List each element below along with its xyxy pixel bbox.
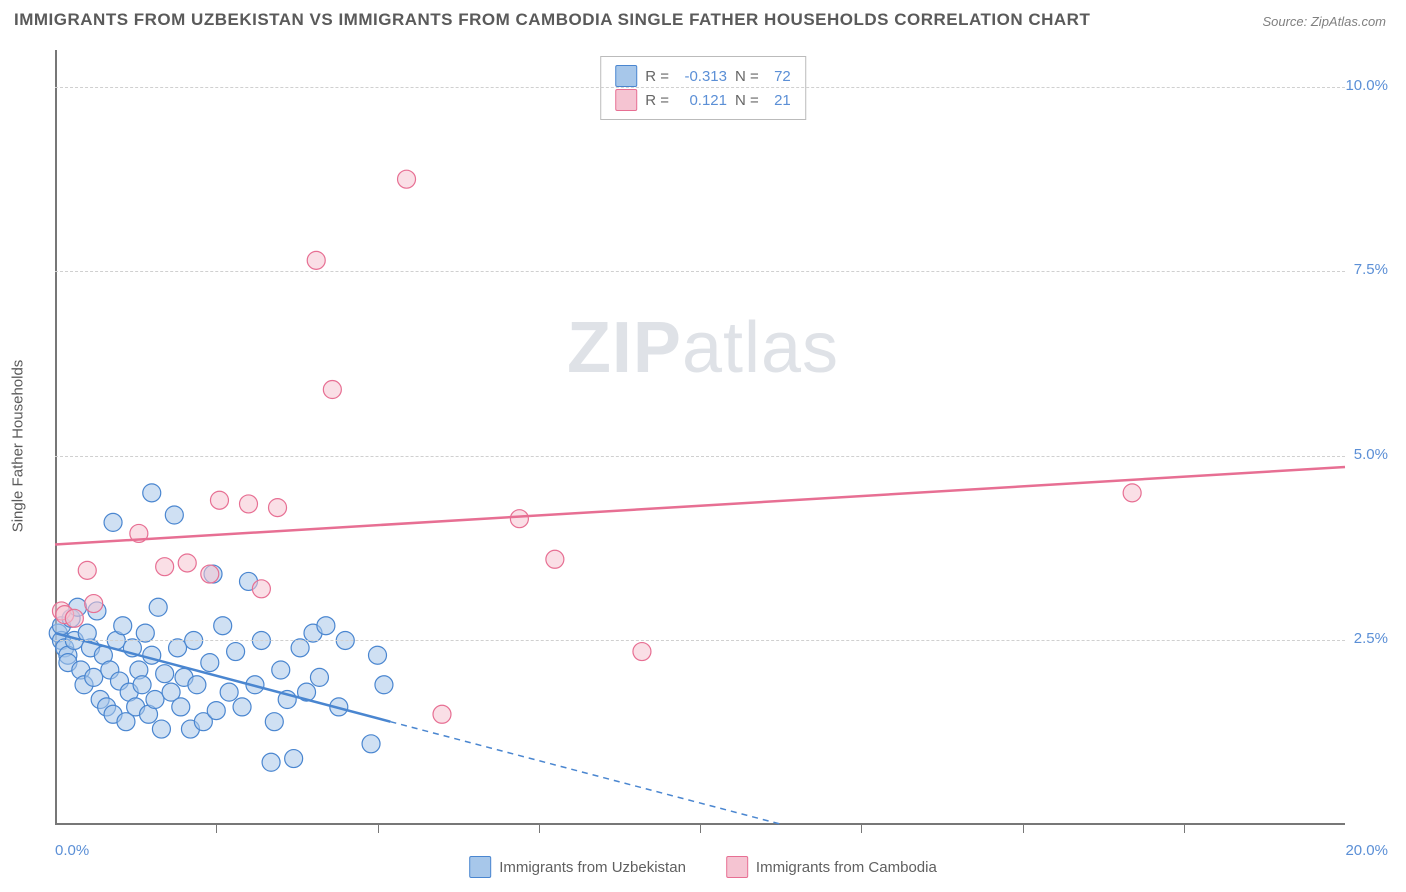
y-tick-label: 7.5% bbox=[1354, 261, 1388, 278]
r-value-uzbekistan: -0.313 bbox=[677, 68, 727, 85]
scatter-point bbox=[172, 698, 190, 716]
x-tick bbox=[216, 825, 217, 833]
x-tick bbox=[1023, 825, 1024, 833]
scatter-point bbox=[114, 617, 132, 635]
grid-line bbox=[55, 640, 1345, 641]
scatter-point bbox=[227, 643, 245, 661]
scatter-point bbox=[323, 381, 341, 399]
scatter-point bbox=[252, 580, 270, 598]
scatter-point bbox=[285, 750, 303, 768]
scatter-point bbox=[169, 639, 187, 657]
scatter-point bbox=[272, 661, 290, 679]
trend-line-uzbekistan-dashed bbox=[390, 722, 783, 825]
swatch-cambodia-bottom bbox=[726, 856, 748, 878]
scatter-point bbox=[433, 705, 451, 723]
scatter-point bbox=[78, 561, 96, 579]
scatter-point bbox=[310, 668, 328, 686]
scatter-point bbox=[317, 617, 335, 635]
scatter-point bbox=[214, 617, 232, 635]
scatter-point bbox=[510, 510, 528, 528]
scatter-point bbox=[85, 668, 103, 686]
n-label: N = bbox=[735, 68, 759, 85]
scatter-point bbox=[398, 170, 416, 188]
scatter-point bbox=[369, 646, 387, 664]
scatter-point bbox=[362, 735, 380, 753]
scatter-point bbox=[201, 654, 219, 672]
scatter-point bbox=[178, 554, 196, 572]
y-axis-label: Single Father Households bbox=[10, 360, 27, 533]
legend-row-cambodia: R = 0.121 N = 21 bbox=[615, 89, 791, 111]
x-tick bbox=[700, 825, 701, 833]
scatter-point bbox=[210, 491, 228, 509]
scatter-point bbox=[546, 550, 564, 568]
grid-line bbox=[55, 87, 1345, 88]
series-label-cambodia: Immigrants from Cambodia bbox=[756, 859, 937, 876]
x-tick bbox=[539, 825, 540, 833]
n-value-uzbekistan: 72 bbox=[767, 68, 791, 85]
series-label-uzbekistan: Immigrants from Uzbekistan bbox=[499, 859, 686, 876]
scatter-point bbox=[240, 495, 258, 513]
y-tick-label: 5.0% bbox=[1354, 446, 1388, 463]
scatter-point bbox=[133, 676, 151, 694]
scatter-point bbox=[220, 683, 238, 701]
x-tick bbox=[861, 825, 862, 833]
x-tick bbox=[1184, 825, 1185, 833]
scatter-point bbox=[291, 639, 309, 657]
scatter-point bbox=[146, 691, 164, 709]
scatter-point bbox=[136, 624, 154, 642]
scatter-point bbox=[65, 609, 83, 627]
swatch-uzbekistan-bottom bbox=[469, 856, 491, 878]
series-legend: Immigrants from Uzbekistan Immigrants fr… bbox=[469, 856, 937, 878]
r-value-cambodia: 0.121 bbox=[677, 92, 727, 109]
grid-line bbox=[55, 271, 1345, 272]
scatter-point bbox=[188, 676, 206, 694]
n-label: N = bbox=[735, 92, 759, 109]
chart-title: IMMIGRANTS FROM UZBEKISTAN VS IMMIGRANTS… bbox=[14, 10, 1090, 30]
y-tick-label: 2.5% bbox=[1354, 630, 1388, 647]
y-tick-label: 10.0% bbox=[1345, 77, 1388, 94]
x-tick-label-max: 20.0% bbox=[1345, 842, 1388, 859]
scatter-point bbox=[143, 484, 161, 502]
scatter-point bbox=[269, 499, 287, 517]
scatter-point bbox=[85, 595, 103, 613]
scatter-point bbox=[201, 565, 219, 583]
legend-row-uzbekistan: R = -0.313 N = 72 bbox=[615, 65, 791, 87]
legend-item-uzbekistan: Immigrants from Uzbekistan bbox=[469, 856, 686, 878]
x-tick bbox=[378, 825, 379, 833]
scatter-point bbox=[152, 720, 170, 738]
grid-line bbox=[55, 456, 1345, 457]
x-tick-label-min: 0.0% bbox=[55, 842, 89, 859]
scatter-point bbox=[307, 251, 325, 269]
scatter-point bbox=[165, 506, 183, 524]
scatter-point bbox=[149, 598, 167, 616]
legend-item-cambodia: Immigrants from Cambodia bbox=[726, 856, 937, 878]
scatter-point bbox=[265, 713, 283, 731]
scatter-point bbox=[233, 698, 251, 716]
scatter-point bbox=[207, 702, 225, 720]
scatter-point bbox=[104, 513, 122, 531]
swatch-uzbekistan bbox=[615, 65, 637, 87]
r-label: R = bbox=[645, 68, 669, 85]
scatter-point bbox=[375, 676, 393, 694]
scatter-point bbox=[633, 643, 651, 661]
correlation-legend: R = -0.313 N = 72 R = 0.121 N = 21 bbox=[600, 56, 806, 120]
scatter-point bbox=[1123, 484, 1141, 502]
r-label: R = bbox=[645, 92, 669, 109]
scatter-plot-svg bbox=[55, 50, 1345, 825]
swatch-cambodia bbox=[615, 89, 637, 111]
n-value-cambodia: 21 bbox=[767, 92, 791, 109]
scatter-point bbox=[156, 558, 174, 576]
source-attribution: Source: ZipAtlas.com bbox=[1262, 14, 1386, 29]
scatter-point bbox=[262, 753, 280, 771]
scatter-point bbox=[156, 665, 174, 683]
